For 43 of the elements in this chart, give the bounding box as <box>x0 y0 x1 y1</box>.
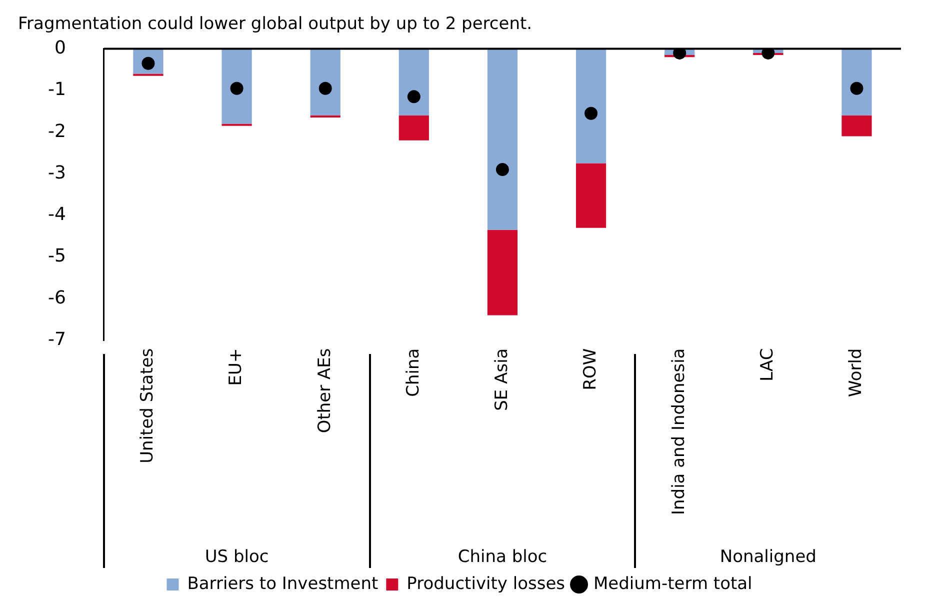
y-tick-label: -7 <box>48 328 66 350</box>
x-tick-label: EU+ <box>226 348 246 386</box>
bar <box>842 115 872 136</box>
y-tick-label: -3 <box>48 162 66 184</box>
point <box>673 48 686 60</box>
bar <box>222 48 252 124</box>
text: US bloc <box>204 546 269 567</box>
point <box>762 48 775 60</box>
point <box>318 82 332 95</box>
x-tick-label: World <box>846 348 866 397</box>
bar <box>398 48 429 116</box>
bar <box>576 163 606 228</box>
bar <box>576 48 606 164</box>
x-tick-label: ROW <box>580 348 600 390</box>
legend-label: Barriers to Investment <box>187 574 379 594</box>
bar <box>398 115 429 140</box>
x-tick-label: Other AEs <box>314 348 335 434</box>
x-tick-label: SE Asia <box>492 348 512 411</box>
point <box>584 106 598 120</box>
x-tick-label: China <box>403 348 424 397</box>
bar <box>842 48 872 116</box>
x-tick-label: India and Indonesia <box>669 348 690 516</box>
x-tick-label: United States <box>138 348 158 464</box>
y-tick-label: 0 <box>54 37 66 58</box>
y-tick-label: -1 <box>48 79 66 100</box>
point <box>496 163 509 176</box>
point <box>230 82 244 95</box>
bar <box>310 48 340 116</box>
point <box>407 90 420 104</box>
y-tick-label: -5 <box>48 246 66 267</box>
bar <box>487 48 518 230</box>
legend-label: Productivity losses <box>406 574 566 594</box>
text: China bloc <box>458 546 548 567</box>
legend-label: Medium-term total <box>594 574 752 594</box>
chart-title: Fragmentation could lower global output by up to 2 percent. <box>18 14 532 34</box>
y-tick-label: -4 <box>48 204 66 226</box>
x-tick-label: LAC <box>758 348 778 382</box>
y-tick-label: -2 <box>48 120 66 142</box>
point <box>850 82 864 95</box>
text: Nonaligned <box>720 546 816 567</box>
y-tick-label: -6 <box>48 287 66 308</box>
bar <box>487 230 518 316</box>
bar <box>310 115 340 118</box>
